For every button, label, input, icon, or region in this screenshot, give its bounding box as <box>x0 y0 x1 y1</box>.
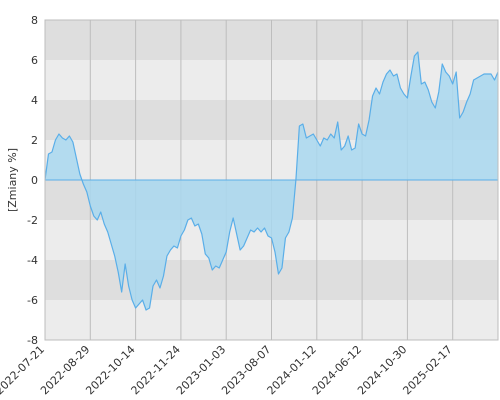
x-tick-label: 2025-02-17 <box>400 343 454 397</box>
y-tick-label: -2 <box>27 214 38 227</box>
y-tick-labels: 8 6 4 2 0 -2 -4 -6 -8 <box>27 14 38 347</box>
plot-border <box>44 19 499 341</box>
plot-frame <box>44 19 499 341</box>
y-tick-label: 0 <box>31 174 38 187</box>
y-tick-label: 8 <box>31 14 38 27</box>
area-layer <box>45 52 498 310</box>
y-tick-label: -6 <box>27 294 38 307</box>
y-axis-label: [Zmiany %] <box>6 148 19 212</box>
series-area <box>45 52 498 310</box>
y-tick-label: 6 <box>31 54 38 67</box>
y-tick-label: -4 <box>27 254 38 267</box>
line-layer <box>44 51 499 311</box>
y-tick-label: 2 <box>31 134 38 147</box>
y-tick-label: 4 <box>31 94 38 107</box>
series-line <box>44 51 499 311</box>
y-tick-label: -8 <box>27 334 38 347</box>
x-tick-labels: 2022-07-212022-08-292022-10-142022-11-24… <box>0 343 455 397</box>
